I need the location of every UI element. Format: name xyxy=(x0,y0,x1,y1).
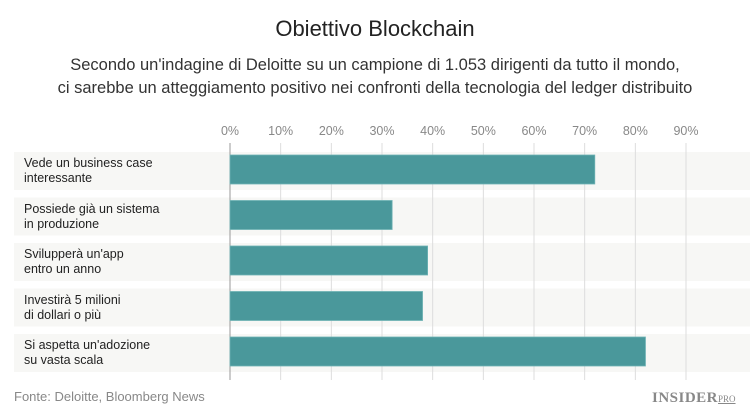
bar xyxy=(229,154,596,185)
category-label-line: interessante xyxy=(24,171,93,185)
category-label-line: Svilupperà un'app xyxy=(24,247,124,261)
category-label: Possiede già un sistema in produzione xyxy=(24,202,214,232)
x-tick-label: 10% xyxy=(268,124,293,138)
x-tick-label: 70% xyxy=(572,124,597,138)
bar xyxy=(229,200,393,230)
category-label: Vede un business case interessante xyxy=(24,156,214,186)
x-tick-label: 0% xyxy=(221,124,239,138)
x-tick-label: 50% xyxy=(471,124,496,138)
x-tick-label: 90% xyxy=(673,124,698,138)
chart-subtitle-line2: ci sarebbe un atteggiamento positivo nei… xyxy=(57,79,693,97)
category-label: Si aspetta un'adozione su vasta scala xyxy=(24,338,214,368)
chart-subtitle-line1: Secondo un'indagine di Deloitte su un ca… xyxy=(70,56,680,74)
category-label-line: su vasta scala xyxy=(24,353,104,367)
chart-title: Obiettivo Blockchain xyxy=(275,16,475,41)
x-tick-label: 30% xyxy=(369,124,394,138)
bar xyxy=(229,336,646,367)
category-label-line: Investirà 5 milioni xyxy=(24,292,121,307)
category-label-line: in produzione xyxy=(24,216,100,231)
logo-main: INSIDER xyxy=(652,390,719,406)
category-label-line: di dollari o più xyxy=(24,307,102,322)
x-tick-label: 40% xyxy=(420,124,445,138)
category-label-line: Vede un business case xyxy=(24,156,153,170)
category-label: Svilupperà un'app entro un anno xyxy=(24,247,214,277)
x-tick-label: 60% xyxy=(521,124,546,138)
source-note: Fonte: Deloitte, Bloomberg News xyxy=(14,389,205,404)
x-tick-label: 80% xyxy=(623,124,648,138)
bar xyxy=(229,245,429,276)
logo-sup: PRO xyxy=(718,394,736,404)
category-label: Investirà 5 milioni di dollari o più xyxy=(24,293,214,323)
category-label-line: entro un anno xyxy=(24,262,102,276)
insider-pro-logo: INSIDERPRO xyxy=(652,390,736,407)
x-tick-label: 20% xyxy=(319,124,344,138)
bar xyxy=(229,291,423,321)
category-label-line: Possiede già un sistema xyxy=(24,201,160,216)
category-label-line: Si aspetta un'adozione xyxy=(24,338,151,352)
